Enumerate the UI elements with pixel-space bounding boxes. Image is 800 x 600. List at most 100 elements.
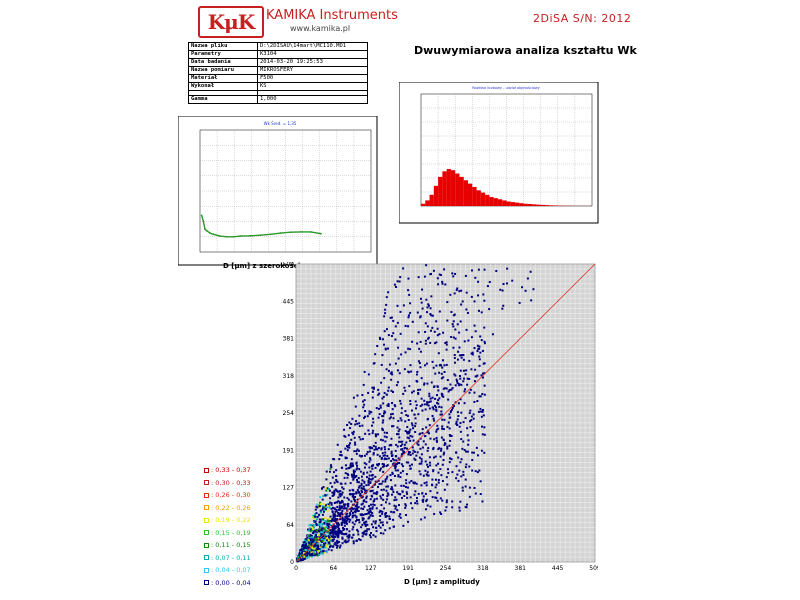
scatter-point bbox=[318, 524, 321, 527]
scatter-point bbox=[343, 505, 346, 508]
scatter-point bbox=[309, 534, 312, 537]
legend-label: : 0,00 - 0,04 bbox=[211, 578, 251, 587]
scatter-point bbox=[341, 526, 344, 529]
scatter-point bbox=[371, 507, 374, 510]
scatter-point bbox=[326, 551, 329, 554]
scatter-point bbox=[377, 393, 380, 396]
scatter-point bbox=[328, 545, 331, 548]
scatter-point bbox=[327, 506, 330, 509]
scatter-point bbox=[368, 466, 371, 469]
scatter-point bbox=[301, 557, 304, 560]
scatter-point bbox=[402, 267, 405, 270]
scatter-point bbox=[335, 525, 338, 528]
scatter-point bbox=[428, 395, 431, 398]
scatter-point bbox=[356, 507, 359, 510]
scatter-point bbox=[464, 388, 467, 391]
scatter-point bbox=[353, 514, 356, 517]
scatter-point bbox=[309, 539, 312, 542]
table-spacer bbox=[188, 90, 368, 96]
scatter-point bbox=[307, 540, 310, 543]
scatter-point bbox=[355, 461, 358, 464]
scatter-point bbox=[374, 441, 377, 444]
scatter-point bbox=[369, 447, 372, 450]
scatter-point bbox=[356, 509, 359, 512]
scatter-point bbox=[311, 541, 314, 544]
scatter-point bbox=[474, 330, 477, 333]
scatter-point bbox=[367, 512, 370, 515]
scatter-point bbox=[483, 326, 486, 329]
scatter-point bbox=[397, 504, 400, 507]
scatter-point bbox=[323, 527, 326, 530]
scatter-point bbox=[465, 503, 468, 506]
x-tick-label: 191 bbox=[402, 565, 414, 572]
scatter-point bbox=[479, 492, 482, 495]
scatter-point bbox=[383, 330, 386, 333]
scatter-point bbox=[328, 543, 331, 546]
scatter-point bbox=[387, 347, 390, 350]
scatter-point bbox=[410, 370, 413, 373]
scatter-point bbox=[426, 431, 429, 434]
scatter-point bbox=[465, 291, 468, 294]
scatter-point bbox=[321, 527, 324, 530]
scatter-point bbox=[387, 403, 390, 406]
scatter-point bbox=[446, 447, 449, 450]
scatter-point bbox=[378, 336, 381, 339]
scatter-point bbox=[387, 386, 390, 389]
scatter-point bbox=[368, 478, 371, 481]
scatter-point bbox=[366, 451, 369, 454]
scatter-point bbox=[443, 488, 446, 491]
scatter-point bbox=[358, 454, 361, 457]
scatter-point bbox=[438, 371, 441, 374]
scatter-point bbox=[367, 481, 370, 484]
scatter-point bbox=[437, 471, 440, 474]
scatter-point bbox=[476, 344, 479, 347]
scatter-point bbox=[483, 433, 486, 436]
scatter-point bbox=[402, 524, 405, 527]
scatter-point bbox=[433, 512, 436, 515]
legend-swatch bbox=[204, 530, 209, 536]
scatter-point bbox=[348, 446, 351, 449]
scatter-point bbox=[474, 375, 477, 378]
scatter-point bbox=[356, 489, 359, 492]
scatter-point bbox=[437, 427, 440, 430]
scatter-point bbox=[416, 502, 419, 505]
scatter-point bbox=[374, 475, 377, 478]
legend-swatch bbox=[204, 505, 209, 511]
scatter-point bbox=[465, 308, 468, 311]
scatter-point bbox=[350, 458, 353, 461]
scatter-point bbox=[377, 447, 380, 450]
scatter-point bbox=[364, 521, 367, 524]
scatter-point bbox=[352, 469, 355, 472]
scatter-point bbox=[351, 521, 354, 524]
scatter-point bbox=[442, 459, 445, 462]
scatter-point bbox=[311, 537, 314, 540]
scatter-point bbox=[385, 477, 388, 480]
scatter-point bbox=[385, 436, 388, 439]
scatter-point bbox=[333, 535, 336, 538]
hist-bar bbox=[438, 176, 443, 206]
scatter-point bbox=[378, 518, 381, 521]
scatter-point bbox=[426, 403, 429, 406]
wk-point bbox=[299, 230, 302, 233]
scatter-point bbox=[319, 511, 322, 514]
scatter-point bbox=[373, 498, 376, 501]
scatter-point bbox=[300, 551, 303, 554]
scatter-point bbox=[530, 299, 533, 302]
wk-chart-xlabel: D [μm] z szerokości bbox=[223, 262, 301, 270]
scatter-point bbox=[451, 387, 454, 390]
scatter-point bbox=[457, 456, 460, 459]
scatter-point bbox=[409, 400, 412, 403]
scatter-point bbox=[342, 487, 345, 490]
scatter-point bbox=[429, 273, 432, 276]
scatter-point bbox=[400, 353, 403, 356]
scatter-point bbox=[466, 434, 469, 437]
scatter-point bbox=[469, 409, 472, 412]
scatter-point bbox=[394, 449, 397, 452]
scatter-point bbox=[343, 540, 346, 543]
scatter-point bbox=[329, 464, 332, 467]
scatter-point bbox=[336, 443, 339, 446]
scatter-point bbox=[365, 476, 368, 479]
scatter-point bbox=[380, 488, 383, 491]
scatter-point bbox=[355, 539, 358, 542]
scatter-point bbox=[383, 431, 386, 434]
